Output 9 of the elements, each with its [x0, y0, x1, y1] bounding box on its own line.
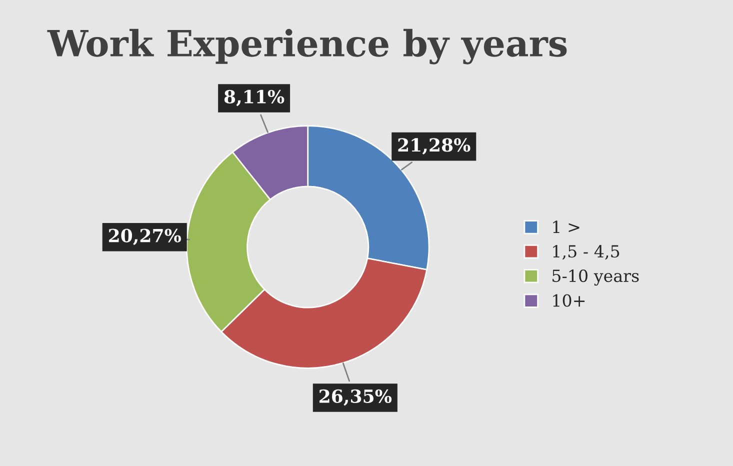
chart-title: Work Experience by years: [47, 28, 567, 64]
data-label: 21,28%: [398, 138, 470, 155]
legend-label: 1 >: [553, 220, 580, 233]
legend-label: 5-10 years: [552, 269, 639, 286]
legend-label: 10+: [553, 294, 585, 307]
data-label: 20,27%: [108, 228, 182, 246]
data-label: 8,11%: [224, 90, 284, 106]
legend-label: 1,5 - 4,5: [553, 245, 620, 260]
data-label: 26,35%: [320, 389, 392, 406]
